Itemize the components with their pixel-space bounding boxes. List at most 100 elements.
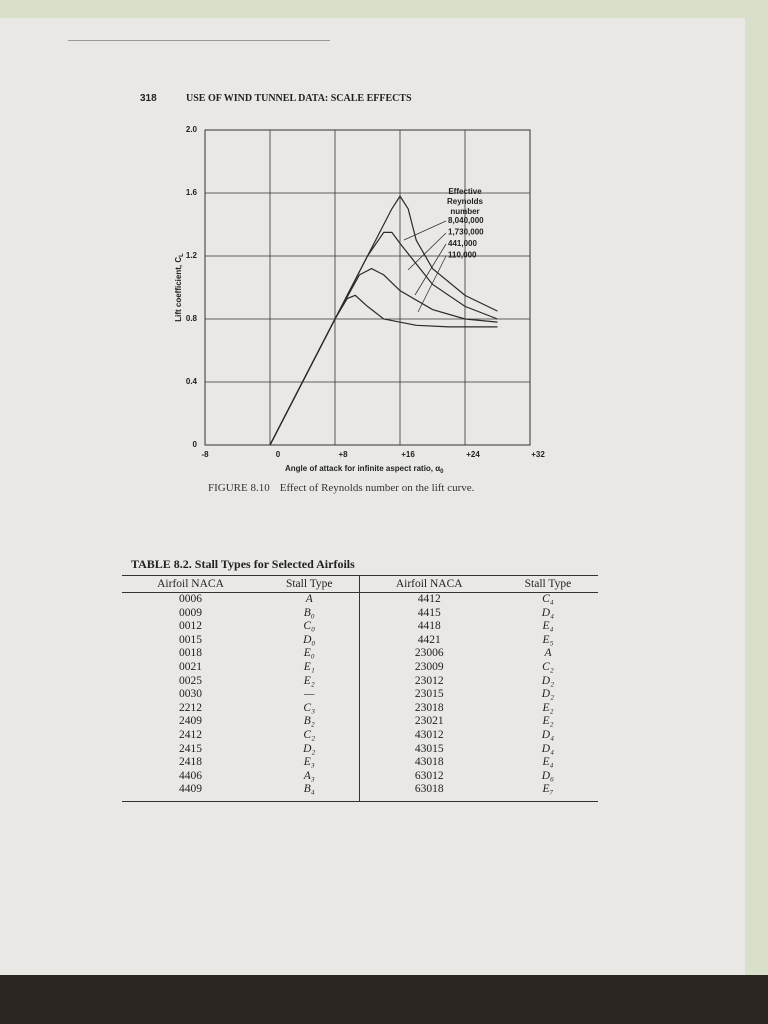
- table-row: 0025 E₂ 23012 D₂: [122, 674, 598, 689]
- stall-type: D₂: [259, 742, 361, 757]
- stall-type: B₀: [259, 606, 361, 621]
- y-tick-label: 1.6: [186, 188, 198, 197]
- legend-label: 441,000: [448, 239, 477, 248]
- legend-title: Reynolds: [447, 197, 484, 206]
- caption: FIGURE 8.10 Effect of Reynolds number on …: [208, 482, 474, 494]
- stall-type: D₆: [541, 769, 555, 782]
- airfoil: 23015: [414, 688, 444, 701]
- y-tick-label: 0.4: [186, 377, 198, 386]
- table-row: 0015 D₀ 4421 E₅: [122, 633, 598, 648]
- stall-type: D₄: [541, 742, 555, 755]
- stall-type: E₄: [542, 756, 554, 769]
- legend-label: 8,040,000: [448, 216, 484, 225]
- stall-type: E₂: [259, 674, 361, 689]
- stall-type: E₄: [542, 620, 554, 633]
- stall-type: D₂: [541, 674, 555, 687]
- table: Airfoil NACA Stall Type Airfoil NACA Stall …: [122, 575, 598, 802]
- table-row: 0030 — 23015 D₂: [122, 688, 598, 702]
- stall-type: C₂: [259, 728, 361, 743]
- airfoil: 2418: [179, 756, 202, 769]
- stall-type: D₄: [541, 728, 555, 741]
- x-axis-label: Angle of attack for infinite aspect rati…: [285, 464, 444, 474]
- column-header: Airfoil NACA: [122, 575, 260, 593]
- airfoil: 0009: [179, 606, 202, 619]
- airfoil: 63018: [359, 783, 498, 802]
- table-row: 4406 A₃ 63012 D₆: [122, 769, 598, 784]
- paper: [0, 18, 745, 975]
- airfoil: 63012: [414, 769, 444, 782]
- running-title: USE OF WIND TUNNEL DATA: SCALE EFFECTS: [186, 93, 412, 104]
- airfoil: 0006: [179, 593, 202, 605]
- legend-title: number: [450, 207, 479, 216]
- rule: [68, 40, 330, 41]
- y-tick-label: 2.0: [186, 125, 198, 134]
- table-row: 4409 B₄ 63018 E₇: [122, 783, 598, 802]
- y-axis-label-sub: L: [179, 253, 185, 257]
- y-tick-label: 1.2: [186, 251, 198, 260]
- stall-type: A₃: [259, 769, 361, 784]
- stall-type: E₂: [542, 715, 554, 728]
- stall-type: B₄: [259, 783, 361, 802]
- stall-type: E₅: [542, 633, 554, 646]
- stall-type: B₂: [259, 715, 361, 729]
- lift-curve: [269, 267, 498, 446]
- stall-type: A: [544, 647, 552, 660]
- x-tick-label: +32: [531, 450, 545, 459]
- column-header: Stall Type: [497, 575, 598, 593]
- airfoil: 4406: [179, 769, 202, 782]
- airfoil: 2412: [179, 728, 202, 741]
- table-row: 2418 E₃ 43018 E₄: [122, 756, 598, 770]
- stall-type: C₄: [542, 593, 554, 605]
- airfoil: 0015: [179, 633, 202, 646]
- stall-type: E₀: [259, 647, 361, 661]
- table-title: TABLE 8.2. Stall Types for Selected Airf…: [131, 557, 355, 571]
- table-row: 0021 E₁ 23009 C₂: [122, 660, 598, 675]
- stall-type: E₂: [542, 701, 554, 714]
- x-tick-label: +16: [401, 450, 415, 459]
- airfoil: 0030: [179, 688, 202, 701]
- x-tick-label: +8: [338, 450, 348, 459]
- airfoil: 4418: [417, 620, 441, 633]
- airfoil: 2409: [179, 715, 202, 728]
- airfoil: 2212: [179, 701, 202, 714]
- table-row: 2409 B₂ 23021 E₂: [122, 715, 598, 729]
- table-row: 0009 B₀ 4415 D₄: [122, 606, 598, 621]
- annotation-arrows: [403, 220, 447, 313]
- stall-type: C₂: [542, 660, 554, 673]
- legend-label: 110,000: [448, 251, 477, 260]
- airfoil: 0012: [179, 620, 202, 633]
- airfoil: 23021: [414, 715, 444, 728]
- airfoil: 4415: [417, 606, 441, 619]
- legend-title: Effective: [448, 187, 482, 196]
- airfoil: 4412: [417, 593, 441, 605]
- airfoil: 4421: [417, 633, 441, 646]
- stall-type: A: [259, 592, 361, 607]
- airfoil: 43018: [414, 756, 444, 769]
- table-row: 0006 A 4412 C₄: [122, 592, 598, 607]
- table-row: 0012 C₀ 4418 E₄: [122, 620, 598, 634]
- page-number: 318: [140, 93, 157, 104]
- stall-type: C₃: [259, 701, 361, 716]
- stall-type: E₇: [497, 783, 598, 802]
- lift-curve: [269, 294, 498, 446]
- y-tick-label: 0.8: [186, 314, 198, 323]
- x-tick-label: +24: [466, 450, 480, 459]
- column-header: Airfoil NACA: [359, 575, 498, 593]
- stall-type: E₁: [259, 660, 361, 675]
- lift-curve: [269, 231, 498, 446]
- x-tick-label: 0: [276, 450, 281, 459]
- plot-frame: [204, 129, 531, 446]
- stall-type: C₀: [259, 620, 361, 634]
- airfoil: 0025: [179, 674, 202, 687]
- legend-label: 1,730,000: [448, 228, 484, 237]
- table-row: 0018 E₀ 23006 A: [122, 647, 598, 661]
- airfoil: 2415: [179, 742, 202, 755]
- stall-type: D₄: [541, 606, 555, 619]
- airfoil: 23009: [414, 660, 444, 673]
- airfoil: 23018: [414, 701, 444, 714]
- airfoil: 23012: [414, 674, 444, 687]
- airfoil: 43015: [414, 742, 444, 755]
- caption-text: Effect of Reynolds number on the lift cu…: [279, 482, 475, 494]
